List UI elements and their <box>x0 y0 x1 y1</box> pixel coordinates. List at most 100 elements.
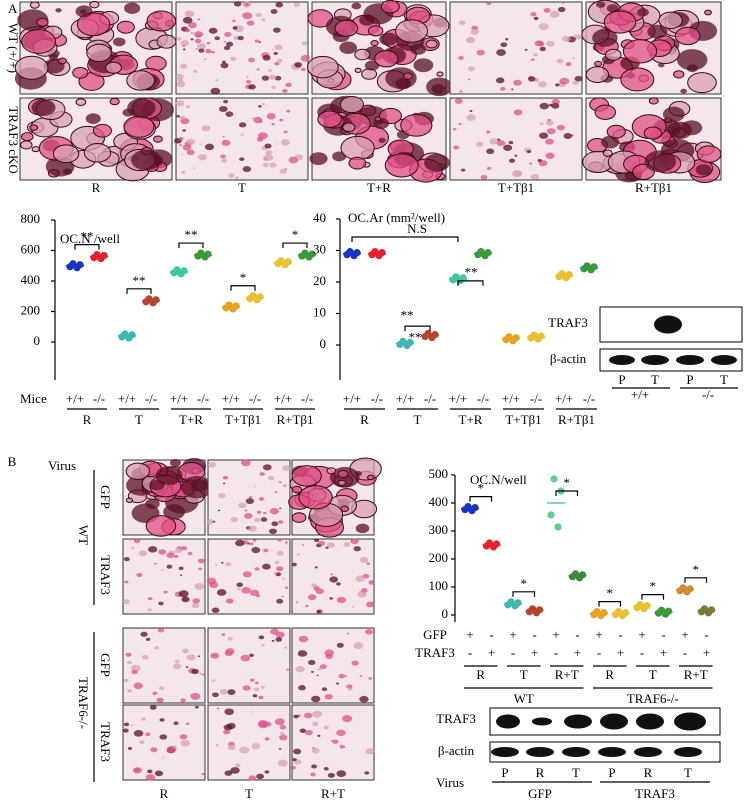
cell <box>190 31 195 35</box>
cell <box>267 475 274 481</box>
cell <box>551 98 560 105</box>
cell <box>89 0 100 9</box>
cell <box>162 756 165 759</box>
cell <box>368 677 373 680</box>
label: + <box>466 627 473 642</box>
dot <box>204 250 212 258</box>
cell <box>126 70 155 91</box>
cell <box>251 117 255 120</box>
cell <box>216 707 220 710</box>
cell <box>176 36 182 41</box>
cell <box>234 176 239 180</box>
micrograph <box>291 538 375 615</box>
label: + <box>595 627 602 642</box>
cell <box>139 740 145 744</box>
cell <box>508 140 514 145</box>
cell <box>314 538 320 543</box>
dot-cluster <box>568 570 587 582</box>
cell <box>154 562 157 565</box>
cell <box>305 729 313 736</box>
cell <box>486 166 492 171</box>
cell <box>458 55 464 60</box>
cell <box>459 90 463 93</box>
cell <box>379 32 398 46</box>
cell <box>182 648 189 654</box>
cell <box>351 606 354 608</box>
dot-cluster <box>194 249 212 261</box>
label: T <box>649 667 657 682</box>
cell <box>260 685 265 689</box>
dot-cluster <box>396 337 414 350</box>
cell <box>271 521 279 527</box>
cell <box>239 746 250 754</box>
bracket <box>684 577 708 583</box>
cell <box>424 153 450 172</box>
cell <box>214 36 220 41</box>
cell <box>222 135 225 138</box>
cell <box>147 769 153 774</box>
label: -/- <box>424 391 436 406</box>
band <box>711 355 737 365</box>
label: -/- <box>530 391 542 406</box>
cell <box>152 691 158 696</box>
cell <box>249 542 254 546</box>
cell <box>280 732 285 736</box>
cell <box>258 104 262 108</box>
cell <box>20 140 33 150</box>
cell <box>182 129 186 132</box>
cell <box>245 80 252 84</box>
dot <box>512 334 520 342</box>
cell <box>264 737 270 741</box>
cell <box>253 485 256 488</box>
cell <box>307 594 317 601</box>
label: -/- <box>249 391 261 406</box>
label: R <box>360 412 369 427</box>
band <box>562 747 590 757</box>
cell <box>269 507 279 515</box>
cell <box>211 51 215 54</box>
dot <box>232 302 240 310</box>
label: -/- <box>301 391 313 406</box>
bracket <box>351 236 459 242</box>
cell <box>185 666 189 669</box>
cell <box>274 560 280 565</box>
cell <box>546 120 554 126</box>
bracket <box>469 496 493 502</box>
dot-cluster <box>368 248 386 260</box>
cell <box>178 590 189 598</box>
cell <box>253 687 260 692</box>
cell <box>565 62 572 67</box>
cell <box>256 510 262 514</box>
label: -/- <box>702 387 714 402</box>
cell <box>324 649 335 657</box>
cell <box>338 673 346 679</box>
cell <box>163 504 186 520</box>
cell <box>280 139 290 146</box>
cell <box>317 667 323 671</box>
cell <box>572 80 579 85</box>
cell <box>232 26 238 30</box>
cell <box>259 472 265 476</box>
cell <box>355 523 370 534</box>
cell <box>184 10 195 18</box>
cell <box>173 745 177 748</box>
label: ** <box>401 308 414 323</box>
dot-cluster <box>343 248 361 260</box>
bracket <box>404 325 431 332</box>
micrograph <box>206 538 291 615</box>
cell <box>145 515 177 537</box>
cell <box>676 49 708 71</box>
cell <box>274 61 280 66</box>
cell <box>395 19 429 43</box>
cell <box>431 83 446 94</box>
label: TRAF3 cKO <box>6 106 21 174</box>
cell <box>154 646 159 650</box>
cell <box>604 48 622 61</box>
label: T <box>245 786 253 801</box>
label: R+Tβ1 <box>558 412 595 427</box>
cell <box>154 770 164 777</box>
cell <box>159 718 165 722</box>
cell <box>348 687 353 691</box>
cell <box>210 652 220 659</box>
cell <box>239 157 245 162</box>
